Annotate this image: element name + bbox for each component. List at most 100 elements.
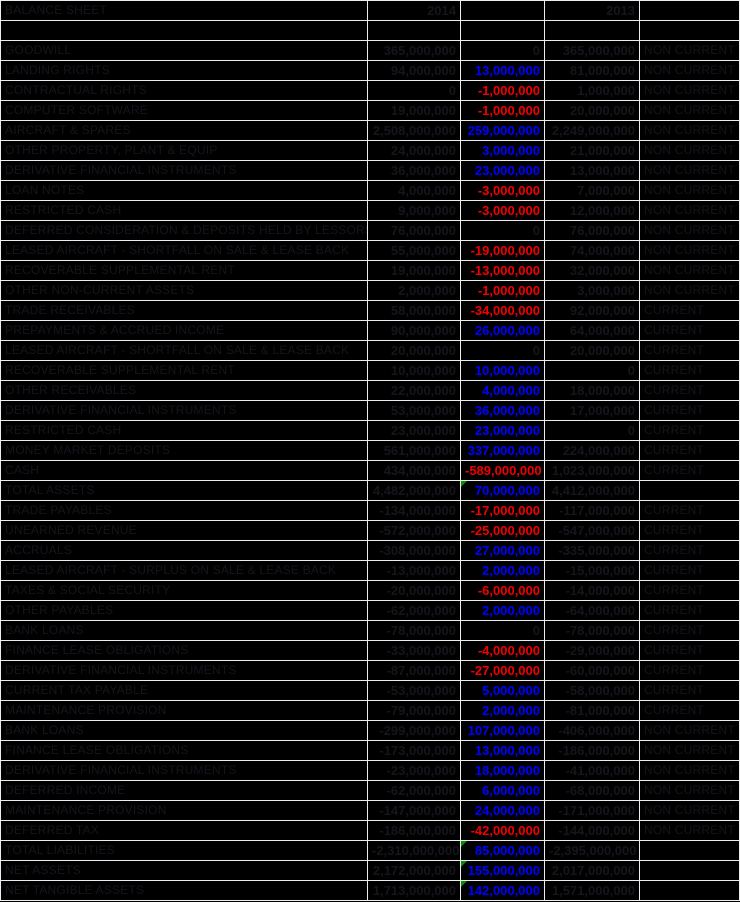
row-label-cell[interactable]: TAXES & SOCIAL SECURITY [1,581,368,601]
value-2014-cell[interactable]: -20,000,000 [368,581,461,601]
classification-cell[interactable]: CURRENT [640,561,740,581]
row-label-cell[interactable]: RECOVERABLE SUPPLEMENTAL RENT [1,261,368,281]
row-label-cell[interactable]: COMPUTER SOFTWARE [1,101,368,121]
value-change-cell[interactable]: -27,000,000 [461,661,545,681]
value-change-cell[interactable]: 6,000,000 [461,781,545,801]
row-label-cell[interactable]: PREPAYMENTS & ACCRUED INCOME [1,321,368,341]
classification-cell[interactable]: CURRENT [640,701,740,721]
classification-cell[interactable]: NON CURRENT [640,121,740,141]
value-2014-cell[interactable]: -2,310,000,000 [368,841,461,861]
value-change-cell[interactable]: 2,000,000 [461,601,545,621]
classification-cell[interactable]: CURRENT [640,361,740,381]
value-2013-cell[interactable]: -60,000,000 [545,661,640,681]
row-label-cell[interactable]: RESTRICTED CASH [1,201,368,221]
value-change-cell[interactable]: -19,000,000 [461,241,545,261]
value-change-cell[interactable]: -17,000,000 [461,501,545,521]
value-change-cell[interactable]: 2,000,000 [461,561,545,581]
value-2013-cell[interactable]: 13,000,000 [545,161,640,181]
value-2013-cell[interactable]: 64,000,000 [545,321,640,341]
classification-cell[interactable]: NON CURRENT [640,281,740,301]
value-change-cell[interactable]: 0 [461,341,545,361]
value-2014-cell[interactable]: 23,000,000 [368,421,461,441]
value-change-cell[interactable]: 259,000,000 [461,121,545,141]
value-2013-cell[interactable]: -171,000,000 [545,801,640,821]
column-header-change[interactable] [461,1,545,21]
classification-cell[interactable]: NON CURRENT [640,161,740,181]
column-header-2014[interactable]: 2014 [368,1,461,21]
value-change-cell[interactable]: 26,000,000 [461,321,545,341]
row-label-cell[interactable]: LEASED AIRCRAFT - SHORTFALL ON SALE & LE… [1,241,368,261]
value-change-cell[interactable]: -34,000,000 [461,301,545,321]
row-label-cell[interactable]: TRADE PAYABLES [1,501,368,521]
classification-cell[interactable]: CURRENT [640,321,740,341]
value-change-cell[interactable]: 2,000,000 [461,701,545,721]
row-label-cell[interactable]: RECOVERABLE SUPPLEMENTAL RENT [1,361,368,381]
classification-cell[interactable] [640,841,740,861]
value-change-cell[interactable]: 0 [461,41,545,61]
value-2013-cell[interactable]: 4,412,000,000 [545,481,640,501]
value-change-cell[interactable]: 5,000,000 [461,681,545,701]
value-2013-cell[interactable]: 76,000,000 [545,221,640,241]
value-2013-cell[interactable]: -41,000,000 [545,761,640,781]
value-2014-cell[interactable]: -79,000,000 [368,701,461,721]
classification-cell[interactable]: CURRENT [640,681,740,701]
row-label-cell[interactable]: DEFERRED CONSIDERATION & DEPOSITS HELD B… [1,221,368,241]
value-2014-cell[interactable]: 94,000,000 [368,61,461,81]
value-change-cell[interactable]: 3,000,000 [461,141,545,161]
classification-cell[interactable]: NON CURRENT [640,61,740,81]
classification-cell[interactable]: NON CURRENT [640,181,740,201]
classification-cell[interactable]: NON CURRENT [640,221,740,241]
classification-cell[interactable]: NON CURRENT [640,761,740,781]
classification-cell[interactable]: CURRENT [640,541,740,561]
row-label-cell[interactable]: DERIVATIVE FINANCIAL INSTRUMENTS [1,661,368,681]
row-label-cell[interactable]: LANDING RIGHTS [1,61,368,81]
classification-cell[interactable]: CURRENT [640,501,740,521]
value-2013-cell[interactable]: 81,000,000 [545,61,640,81]
row-label-cell[interactable]: DEFERRED TAX [1,821,368,841]
row-label-cell[interactable]: TOTAL LIABILITIES [1,841,368,861]
value-2014-cell[interactable]: 0 [368,81,461,101]
value-2013-cell[interactable] [545,21,640,41]
value-change-cell[interactable]: -25,000,000 [461,521,545,541]
value-2013-cell[interactable]: 2,249,000,000 [545,121,640,141]
classification-cell[interactable]: CURRENT [640,581,740,601]
value-change-cell[interactable]: -1,000,000 [461,81,545,101]
classification-cell[interactable]: CURRENT [640,301,740,321]
row-label-cell[interactable]: CASH [1,461,368,481]
value-2013-cell[interactable]: 0 [545,361,640,381]
classification-cell[interactable]: CURRENT [640,401,740,421]
value-2013-cell[interactable]: 20,000,000 [545,341,640,361]
value-2013-cell[interactable]: -117,000,000 [545,501,640,521]
row-label-cell[interactable]: CONTRACTUAL RIGHTS [1,81,368,101]
row-label-cell[interactable]: LEASED AIRCRAFT - SHORTFALL ON SALE & LE… [1,341,368,361]
value-2013-cell[interactable]: 32,000,000 [545,261,640,281]
row-label-cell[interactable]: TOTAL ASSETS [1,481,368,501]
value-2013-cell[interactable]: 0 [545,421,640,441]
value-change-cell[interactable]: 27,000,000 [461,541,545,561]
row-label-cell[interactable]: MAINTENANCE PROVISION [1,801,368,821]
value-change-cell[interactable]: 13,000,000 [461,61,545,81]
value-2013-cell[interactable]: 92,000,000 [545,301,640,321]
row-label-cell[interactable]: OTHER PAYABLES [1,601,368,621]
value-change-cell[interactable]: -3,000,000 [461,181,545,201]
row-label-cell[interactable]: NET ASSETS [1,861,368,881]
row-label-cell[interactable]: FINANCE LEASE OBLIGATIONS [1,741,368,761]
value-2013-cell[interactable]: -144,000,000 [545,821,640,841]
classification-cell[interactable]: CURRENT [640,661,740,681]
row-label-cell[interactable]: OTHER RECEIVABLES [1,381,368,401]
value-change-cell[interactable]: -42,000,000 [461,821,545,841]
classification-cell[interactable]: NON CURRENT [640,261,740,281]
row-label-cell[interactable]: NET TANGIBLE ASSETS [1,881,368,901]
value-change-cell[interactable]: 70,000,000 [461,481,545,501]
value-2014-cell[interactable]: -87,000,000 [368,661,461,681]
value-2014-cell[interactable]: -186,000,000 [368,821,461,841]
classification-cell[interactable]: CURRENT [640,621,740,641]
value-change-cell[interactable]: 18,000,000 [461,761,545,781]
value-2013-cell[interactable]: -186,000,000 [545,741,640,761]
value-change-cell[interactable]: -6,000,000 [461,581,545,601]
value-change-cell[interactable]: 155,000,000 [461,861,545,881]
value-change-cell[interactable]: 0 [461,621,545,641]
row-label-cell[interactable]: ACCRUALS [1,541,368,561]
row-label-cell[interactable]: LOAN NOTES [1,181,368,201]
value-2013-cell[interactable]: -58,000,000 [545,681,640,701]
